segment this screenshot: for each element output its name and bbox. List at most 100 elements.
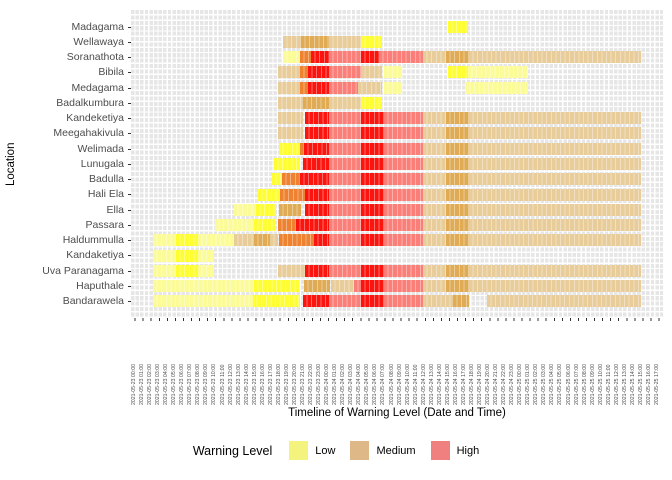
legend-items: Low Medium High	[289, 441, 479, 460]
tile-segment-soranathota	[299, 51, 312, 64]
tile-segment-soranathota	[283, 51, 300, 64]
x-tick-label: 2021-05-23 23:00	[316, 364, 323, 405]
tile-segment-kandeketiya	[446, 112, 469, 125]
tile-segment-ella	[329, 203, 362, 216]
x-tick-label: 2021-05-25 11:00	[605, 364, 612, 405]
tile-segment-ella	[446, 203, 469, 216]
legend-item-medium: Medium	[350, 441, 416, 460]
x-tick-label: 2021-05-23 10:00	[211, 364, 218, 405]
tile-segment-kandeketiya	[329, 112, 362, 125]
tile-segment-hali-ela	[468, 188, 642, 201]
x-tick-label: 2021-05-25 17:00	[654, 364, 661, 405]
y-tick-label: Medagama	[0, 80, 131, 95]
tile-segment-lunugala	[273, 157, 300, 170]
tile-segment-haldummulla	[361, 234, 385, 247]
tile-segment-kandaketiya	[176, 249, 199, 262]
tile-segment-haldummulla	[279, 234, 314, 247]
x-tick-label: 2021-05-23 22:00	[308, 364, 315, 405]
tile-segment-medagama	[329, 81, 359, 94]
tile-segment-welimada	[279, 142, 300, 155]
x-tick-label: 2021-05-23 13:00	[235, 364, 242, 405]
tile-segment-medagama	[278, 81, 301, 94]
tile-segment-lunugala	[468, 157, 642, 170]
x-tick-label: 2021-05-23 19:00	[283, 364, 290, 405]
tile-segment-ella	[234, 203, 256, 216]
y-tick-label: Kandeketiya	[0, 111, 131, 126]
x-tick-label: 2021-05-24 15:00	[444, 364, 451, 405]
tile-segment-badulla	[446, 173, 469, 186]
tile-segment-badulla	[300, 173, 330, 186]
tile-segment-meegahakivula	[304, 127, 330, 140]
tile-segment-welimada	[446, 142, 469, 155]
tile-segment-passara	[468, 219, 642, 232]
tile-segment-badulla	[271, 173, 283, 186]
tile-segment-ella	[304, 203, 330, 216]
tile-segment-passara	[295, 219, 330, 232]
x-tick-label: 2021-05-25 14:00	[629, 364, 636, 405]
x-tick-label: 2021-05-25 06:00	[565, 364, 572, 405]
x-tick-label: 2021-05-24 14:00	[436, 364, 443, 405]
x-axis-ticks	[131, 318, 663, 321]
x-tick-label: 2021-05-23 03:00	[155, 364, 162, 405]
x-tick-label: 2021-05-24 11:00	[412, 364, 419, 405]
y-tick-label: Bibila	[0, 65, 131, 80]
tile-segment-wellawaya	[301, 35, 330, 48]
tile-segment-uva-paranagama	[176, 264, 199, 277]
tile-segment-bibila	[468, 66, 529, 79]
tile-segment-haputhale	[361, 280, 385, 293]
tile-segment-welimada	[468, 142, 642, 155]
tile-segment-bandarawela	[487, 295, 642, 308]
tile-segment-meegahakivula	[468, 127, 642, 140]
tile-segment-lunugala	[446, 157, 469, 170]
x-tick-label: 2021-05-23 16:00	[259, 364, 266, 405]
tile-segment-haputhale	[152, 280, 255, 293]
x-tick-label: 2021-05-23 02:00	[147, 364, 154, 405]
tile-segment-badulla	[384, 173, 423, 186]
tile-segment-bandarawela	[152, 295, 253, 308]
tile-segment-haputhale	[354, 280, 362, 293]
x-tick-label: 2021-05-25 08:00	[581, 364, 588, 405]
tile-segment-hali-ela	[384, 188, 423, 201]
x-tick-label: 2021-05-25 13:00	[621, 364, 628, 405]
y-tick-label: Wellawaya	[0, 34, 131, 49]
x-axis-title: Timeline of Warning Level (Date and Time…	[288, 407, 506, 419]
legend-title: Warning Level	[192, 443, 273, 458]
x-tick-label: 2021-05-25 09:00	[589, 364, 596, 405]
tile-segment-bandarawela	[452, 295, 469, 308]
tile-segment-meegahakivula	[361, 127, 385, 140]
x-tick-label: 2021-05-25 15:00	[637, 364, 644, 405]
x-tick-label: 2021-05-25 12:00	[613, 364, 620, 405]
tile-segment-meegahakivula	[278, 127, 303, 140]
tile-segment-meegahakivula	[329, 127, 362, 140]
x-tick-label: 2021-05-24 20:00	[485, 364, 492, 405]
tile-segment-uva-paranagama	[384, 264, 423, 277]
tile-segment-medagama	[307, 81, 330, 94]
tile-segment-badulla	[329, 173, 362, 186]
tile-segment-soranathota	[329, 51, 362, 64]
x-tick-label: 2021-05-25 10:00	[597, 364, 604, 405]
tile-segment-welimada	[361, 142, 385, 155]
tile-segment-wellawaya	[361, 35, 382, 48]
x-tick-label: 2021-05-23 21:00	[299, 364, 306, 405]
tile-segment-ella	[384, 203, 423, 216]
tile-segment-soranathota	[422, 51, 447, 64]
tile-segment-hali-ela	[258, 188, 281, 201]
y-tick-label: Bandarawela	[0, 294, 131, 309]
tile-segment-soranathota	[361, 51, 379, 64]
x-tick-label: 2021-05-24 09:00	[396, 364, 403, 405]
tile-segment-ella	[422, 203, 447, 216]
tile-segment-haldummulla	[422, 234, 447, 247]
y-axis-tick-labels: Madagama Wellawaya Soranathota Bibila Medaga…	[0, 19, 131, 309]
tile-segment-medagama	[384, 81, 402, 94]
tile-segment-uva-paranagama	[152, 264, 177, 277]
y-tick-label: Badalkumbura	[0, 95, 131, 110]
x-axis-tick-labels: 2021-05-23 00:00 2021-05-23 01:00 2021-05-…	[131, 323, 663, 405]
x-tick-label: 2021-05-24 12:00	[420, 364, 427, 405]
x-tick-label: 2021-05-23 20:00	[291, 364, 298, 405]
tile-segment-welimada	[329, 142, 362, 155]
tile-segment-haldummulla	[329, 234, 362, 247]
tile-segment-haputhale	[304, 280, 331, 293]
tile-segment-kandaketiya	[152, 249, 177, 262]
tile-segment-haldummulla	[198, 234, 235, 247]
